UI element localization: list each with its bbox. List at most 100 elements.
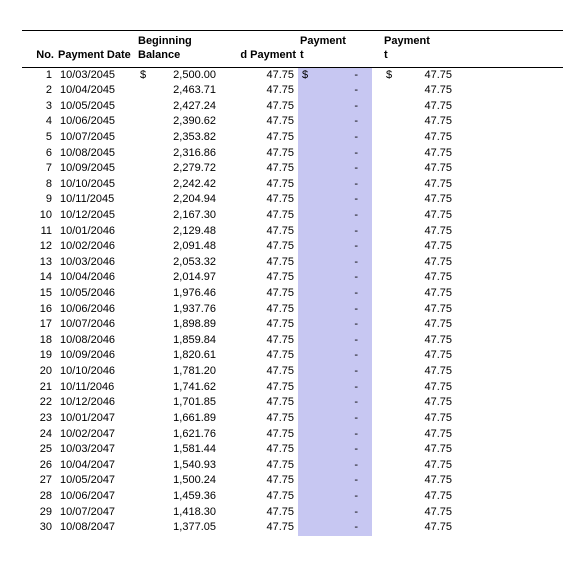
table-row: 2510/03/20471,581.4447.75-47.75: [22, 442, 563, 458]
cell: [298, 208, 312, 224]
cell: 47.75: [220, 255, 298, 271]
cell: 2,014.97: [150, 270, 220, 286]
cell: 47.75: [220, 161, 298, 177]
cell: [136, 286, 150, 302]
table-row: 1910/09/20461,820.6147.75-47.75: [22, 348, 563, 364]
cell: 10/10/2046: [56, 364, 136, 380]
cell: 1,859.84: [150, 333, 220, 349]
cell: [456, 161, 563, 177]
cell: -: [312, 348, 372, 364]
col-header-payment-t2: Paymentt: [382, 31, 456, 68]
cell: 2,390.62: [150, 114, 220, 130]
cell: [456, 99, 563, 115]
cell: 12: [22, 239, 56, 255]
cell: [456, 317, 563, 333]
cell: 10/05/2047: [56, 473, 136, 489]
cell: 10/07/2046: [56, 317, 136, 333]
cell: 27: [22, 473, 56, 489]
cell: 8: [22, 177, 56, 193]
cell: [372, 161, 382, 177]
cell: [136, 505, 150, 521]
cell: 47.75: [396, 161, 456, 177]
cell: 47.75: [220, 192, 298, 208]
table-row: 2610/04/20471,540.9347.75-47.75: [22, 458, 563, 474]
cell: 47.75: [396, 177, 456, 193]
cell: -: [312, 99, 372, 115]
cell: 47.75: [220, 302, 298, 318]
cell: [372, 505, 382, 521]
cell: [456, 302, 563, 318]
cell: 10/09/2045: [56, 161, 136, 177]
cell: [456, 83, 563, 99]
cell: -: [312, 67, 372, 83]
cell: [456, 505, 563, 521]
cell: [298, 130, 312, 146]
cell: 47.75: [396, 364, 456, 380]
cell: [382, 286, 396, 302]
cell: [382, 224, 396, 240]
cell: $: [298, 67, 312, 83]
cell: [382, 489, 396, 505]
table-row: 310/05/20452,427.2447.75-47.75: [22, 99, 563, 115]
cell: 5: [22, 130, 56, 146]
cell: [298, 224, 312, 240]
cell: -: [312, 317, 372, 333]
cell: 30: [22, 520, 56, 536]
table-row: 2410/02/20471,621.7647.75-47.75: [22, 427, 563, 443]
cell: 29: [22, 505, 56, 521]
cell: 47.75: [220, 520, 298, 536]
cell: -: [312, 411, 372, 427]
cell: -: [312, 395, 372, 411]
cell: [298, 270, 312, 286]
cell: 2,316.86: [150, 146, 220, 162]
cell: [136, 333, 150, 349]
cell: -: [312, 83, 372, 99]
cell: [372, 380, 382, 396]
cell: -: [312, 427, 372, 443]
cell: 10/01/2046: [56, 224, 136, 240]
cell: 47.75: [220, 442, 298, 458]
cell: [382, 395, 396, 411]
cell: 10/04/2047: [56, 458, 136, 474]
cell: 1,701.85: [150, 395, 220, 411]
cell: [298, 505, 312, 521]
cell: -: [312, 146, 372, 162]
table-row: 110/03/2045$2,500.0047.75$-$47.75: [22, 67, 563, 83]
cell: [372, 302, 382, 318]
cell: 47.75: [396, 427, 456, 443]
cell: 47.75: [396, 255, 456, 271]
cell: 47.75: [220, 427, 298, 443]
cell: [136, 161, 150, 177]
cell: 47.75: [220, 146, 298, 162]
cell: 10: [22, 208, 56, 224]
cell: [298, 99, 312, 115]
cell: [456, 224, 563, 240]
cell: 10/08/2045: [56, 146, 136, 162]
cell: 47.75: [220, 67, 298, 83]
cell: [298, 302, 312, 318]
cell: [136, 208, 150, 224]
cell: 10/03/2045: [56, 67, 136, 83]
table-row: 2210/12/20461,701.8547.75-47.75: [22, 395, 563, 411]
cell: 47.75: [396, 130, 456, 146]
cell: [372, 177, 382, 193]
cell: [456, 270, 563, 286]
cell: 47.75: [220, 333, 298, 349]
cell: [372, 208, 382, 224]
cell: [372, 99, 382, 115]
cell: 7: [22, 161, 56, 177]
cell: [382, 130, 396, 146]
cell: [136, 380, 150, 396]
cell: 47.75: [220, 411, 298, 427]
cell: -: [312, 161, 372, 177]
cell: 22: [22, 395, 56, 411]
cell: 47.75: [396, 505, 456, 521]
cell: [456, 520, 563, 536]
cell: 2,500.00: [150, 67, 220, 83]
cell: [456, 146, 563, 162]
table-row: 710/09/20452,279.7247.75-47.75: [22, 161, 563, 177]
cell: 6: [22, 146, 56, 162]
col-header-spacer: [372, 31, 382, 68]
cell: [456, 192, 563, 208]
cell: 2,091.48: [150, 239, 220, 255]
